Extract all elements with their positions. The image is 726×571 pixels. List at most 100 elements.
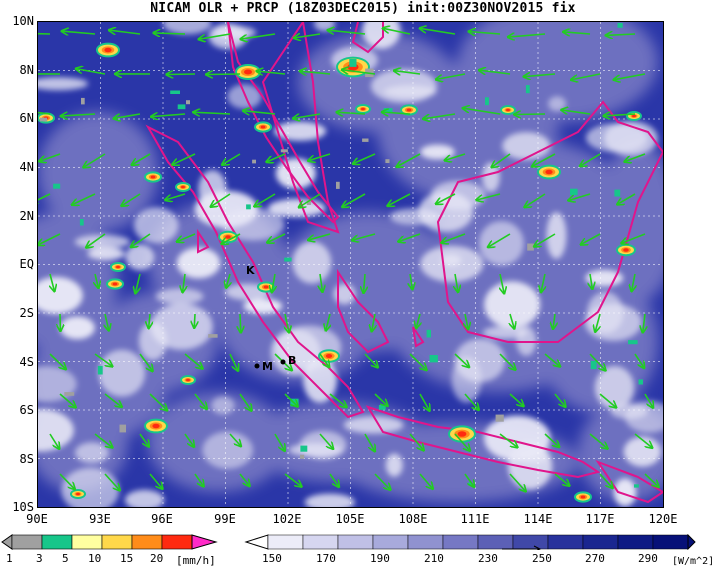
- wind-vector: [194, 473, 204, 487]
- olr-tick-230: 230: [478, 552, 498, 565]
- wind-vector: [364, 433, 375, 452]
- lat-label-8s: 8S: [19, 452, 34, 466]
- wind-vector: [491, 153, 511, 167]
- wind-vector: [509, 473, 526, 492]
- wind-vector: [634, 433, 653, 448]
- wind-vector: [621, 233, 646, 243]
- wind-vector: [327, 30, 366, 34]
- wind-vector: [109, 30, 141, 34]
- precip-speck-21: [525, 85, 530, 94]
- wind-vector: [532, 153, 556, 167]
- wind-vector: [239, 393, 252, 411]
- wind-vector: [240, 33, 276, 39]
- precip-speck-1: [177, 104, 186, 110]
- wind-vector: [222, 153, 241, 165]
- precip-speck-36: [385, 159, 390, 163]
- wind-vector: [183, 273, 186, 293]
- wind-vector: [599, 393, 616, 408]
- wind-vector: [581, 233, 601, 245]
- precip-speck-8: [306, 199, 311, 205]
- lat-label-2s: 2S: [19, 306, 34, 320]
- olr-tick-290: 290: [638, 552, 658, 565]
- wind-vector: [561, 110, 591, 115]
- wind-vector: [72, 193, 96, 205]
- wind-vector: [243, 111, 276, 114]
- precip-colorbar: [1, 534, 218, 550]
- precip-colorbar-swatch-6: [161, 534, 193, 550]
- wind-vector: [510, 313, 514, 329]
- wind-vector: [541, 273, 545, 293]
- wind-vector: [139, 353, 153, 371]
- wind-vector: [595, 313, 600, 332]
- station-m-dot: [254, 363, 260, 369]
- precip-speck-30: [79, 219, 84, 226]
- wind-vector: [353, 153, 376, 164]
- precip-cell-16: [254, 121, 272, 133]
- wind-vector: [221, 233, 241, 244]
- precip-tick-1: 1: [6, 552, 13, 565]
- wind-vector: [436, 73, 466, 80]
- lon-label-114e: 114E: [523, 512, 553, 526]
- wind-vector: [300, 71, 331, 74]
- wind-vectors: [38, 28, 659, 491]
- precip-cell-12: [537, 164, 561, 180]
- wind-vector: [454, 353, 469, 367]
- wind-vector: [49, 433, 59, 449]
- precip-colorbar-over-arrow: [191, 534, 218, 550]
- precip-speck-22: [527, 243, 534, 251]
- olr-colorbar: [244, 534, 696, 550]
- wind-vector: [39, 153, 61, 162]
- wind-vector: [352, 233, 376, 240]
- wind-vector: [284, 393, 298, 407]
- lon-label-90e: 90E: [26, 512, 48, 526]
- coastline-segment-6: [337, 268, 390, 354]
- precip-cells: [38, 22, 643, 503]
- precip-speck-10: [336, 181, 340, 189]
- olr-colorbar-swatch-8: [512, 534, 549, 550]
- wind-vector: [153, 33, 186, 34]
- wind-vector: [488, 233, 511, 247]
- wind-vector: [149, 473, 163, 489]
- precip-speck-26: [252, 159, 256, 164]
- wind-vector: [624, 153, 646, 162]
- precip-cell-21: [355, 104, 371, 114]
- precip-speck-15: [426, 329, 431, 338]
- wind-vector: [568, 193, 591, 201]
- wind-vector: [151, 114, 186, 117]
- wind-vector: [198, 33, 231, 39]
- precip-speck-5: [378, 405, 386, 410]
- wind-vector: [382, 112, 411, 114]
- wind-vector: [590, 273, 592, 289]
- wind-vector: [76, 69, 106, 75]
- wind-vector: [62, 31, 96, 34]
- wind-vector: [308, 233, 331, 240]
- wind-vector: [468, 32, 501, 35]
- wind-vector: [372, 313, 375, 332]
- wind-vector: [121, 193, 141, 206]
- wind-vector: [523, 74, 556, 77]
- wind-vector: [410, 273, 413, 290]
- wind-vector: [580, 153, 601, 166]
- precip-speck-35: [53, 183, 61, 189]
- map-title: NICAM OLR + PRCP (18Z03DEC2015) init:00Z…: [150, 1, 576, 16]
- precip-cell-19: [180, 375, 196, 385]
- wind-vector: [387, 193, 411, 206]
- wind-vector: [409, 433, 424, 451]
- precip-speck-2: [246, 204, 251, 210]
- wind-vector: [266, 153, 286, 162]
- precip-speck-23: [485, 97, 489, 106]
- wind-vector: [38, 32, 51, 35]
- precip-tick-3: 3: [36, 552, 43, 565]
- precip-colorbar-under-arrow: [1, 534, 13, 550]
- lon-label-99e: 99E: [214, 512, 236, 526]
- precip-cell-22: [626, 111, 642, 121]
- lat-label-6s: 6S: [19, 403, 34, 417]
- olr-colorbar-swatch-1: [267, 534, 304, 550]
- wind-vector: [272, 273, 275, 293]
- station-markers: K M B: [246, 264, 296, 373]
- olr-colorbar-swatch-3: [337, 534, 374, 550]
- wind-vector: [308, 153, 331, 161]
- precip-cell-17: [574, 491, 592, 503]
- olr-colorbar-swatch-5: [407, 534, 444, 550]
- wind-vector: [319, 433, 333, 449]
